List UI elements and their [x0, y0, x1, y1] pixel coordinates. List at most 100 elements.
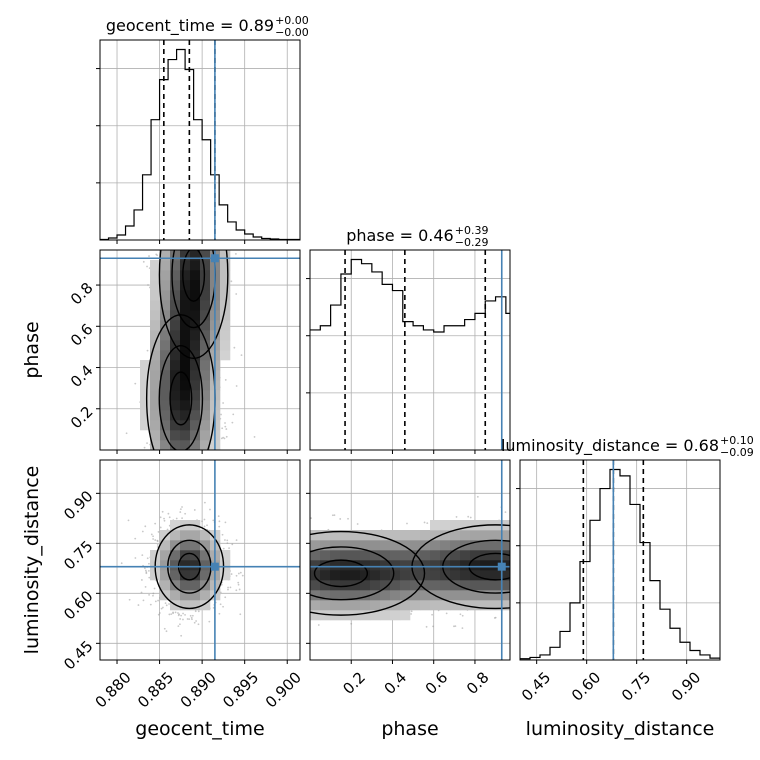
sample-point [238, 588, 241, 591]
density-cell [320, 600, 331, 611]
sample-point [220, 413, 222, 416]
sample-point [235, 574, 238, 577]
sample-point [222, 436, 225, 439]
sample-point [166, 528, 169, 531]
sample-point [127, 519, 130, 522]
sample-point [350, 622, 353, 625]
sample-point [208, 620, 211, 623]
density-cell [170, 590, 181, 601]
density-cell [400, 540, 411, 551]
sample-point [356, 523, 359, 525]
sample-point [201, 520, 203, 523]
density-cell [220, 250, 231, 261]
sample-point [218, 525, 221, 528]
sample-point [195, 620, 197, 622]
histogram-geocent_time [100, 40, 300, 240]
density-cell [190, 580, 201, 591]
density-cell [150, 350, 161, 361]
density-cell [170, 390, 181, 401]
density-cell [170, 400, 181, 411]
density-cell [220, 340, 231, 351]
x-axis-label-geocent_time: geocent_time [135, 718, 264, 740]
x-tick-label: 0.90 [668, 668, 704, 704]
density-cell [160, 370, 171, 381]
density-cell [150, 370, 161, 381]
density-cell [160, 250, 171, 261]
density-cell [190, 290, 201, 301]
sample-point [221, 533, 224, 536]
density-cell [350, 600, 361, 611]
sample-point [227, 586, 229, 589]
density-cell [380, 600, 391, 611]
sample-point [182, 618, 184, 621]
sample-point [333, 514, 336, 517]
sample-point [235, 293, 238, 295]
sample-point [235, 539, 238, 542]
sample-point [168, 516, 171, 519]
density-cell [200, 350, 211, 361]
sample-point [152, 535, 154, 538]
density-cell [160, 260, 171, 271]
sample-point [158, 612, 161, 614]
density-cell [200, 400, 211, 411]
density-cell [360, 580, 371, 591]
density-cell [410, 540, 421, 551]
sample-point [146, 442, 148, 445]
sample-point [142, 260, 145, 263]
contour-line [310, 530, 426, 616]
panel-frame-geocent_time [99, 39, 301, 241]
sample-point [165, 630, 168, 633]
sample-point [467, 515, 470, 518]
density-cell [470, 550, 481, 561]
density-cell [190, 370, 201, 381]
density-cell [460, 570, 471, 581]
y-axis-label-phase: phase [21, 321, 43, 378]
density-cell [190, 540, 201, 551]
sample-point [235, 385, 238, 387]
sample-point [226, 542, 229, 544]
density-cell [180, 270, 191, 281]
density-cell [190, 330, 201, 341]
density-cell [170, 310, 181, 321]
density-cell [160, 400, 171, 411]
density-cell [380, 590, 391, 601]
density-cell [370, 580, 381, 591]
density-cell [220, 280, 231, 291]
sample-point [186, 618, 189, 620]
density-cell [400, 600, 411, 611]
density-cell [180, 320, 191, 331]
density-cell [220, 270, 231, 281]
sample-point [476, 495, 479, 498]
density-cell [350, 560, 361, 571]
title-lower-error: −0.00 [275, 26, 309, 39]
density-cell [480, 570, 491, 581]
density-geocent_time-phase [100, 250, 300, 450]
sample-point [145, 572, 148, 575]
density-cell [350, 530, 361, 541]
sample-point [167, 512, 170, 515]
density-cell [450, 560, 461, 571]
sample-point [197, 623, 200, 626]
contour-line [158, 344, 204, 450]
density-cell [470, 560, 481, 571]
sample-point [223, 437, 226, 440]
sample-point [504, 511, 507, 514]
density-cell [190, 430, 201, 441]
density-cell [200, 310, 211, 321]
sample-point [179, 623, 181, 626]
density-cell [170, 550, 181, 561]
sample-point [219, 591, 222, 594]
x-tick-label: 0.2 [339, 668, 369, 698]
density-cell [480, 540, 491, 551]
density-cell [180, 590, 191, 601]
density-cell [190, 560, 201, 571]
sample-point [232, 413, 235, 416]
sample-point [231, 543, 234, 546]
sample-point [203, 518, 206, 521]
sample-point [203, 501, 206, 504]
density-cell [470, 580, 481, 591]
density-cell [200, 570, 211, 581]
density-cell [470, 530, 481, 541]
sample-point [159, 526, 162, 529]
sample-point [224, 596, 227, 599]
